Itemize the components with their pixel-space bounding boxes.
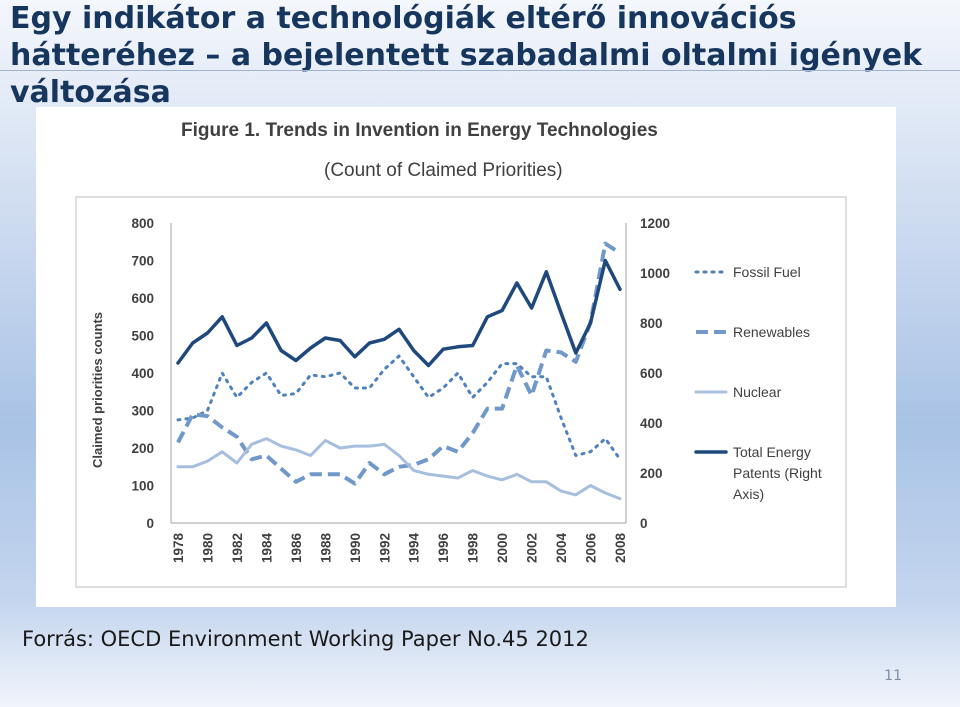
y-right-tick-label: 400 <box>640 416 663 431</box>
series-line-total-energy-patents <box>176 258 622 368</box>
x-tick-label: 1994 <box>407 533 422 564</box>
y-left-tick-label: 800 <box>131 216 154 231</box>
y-left-tick-label: 400 <box>131 366 154 381</box>
y-left-tick-label: 100 <box>131 479 154 494</box>
y-right-tick-label: 1200 <box>640 216 670 231</box>
y-left-tick-label: 300 <box>131 404 154 419</box>
x-tick-label: 2000 <box>495 533 510 563</box>
y-right-tick-label: 1000 <box>640 266 670 281</box>
x-tick-label: 2008 <box>613 533 628 564</box>
series-line-fossil-fuel <box>176 354 622 461</box>
figure-panel: Figure 1. Trends in Invention in Energy … <box>36 107 896 607</box>
page-number: 11 <box>884 668 902 684</box>
slide-title: Egy indikátor a technológiák eltérő inno… <box>10 1 923 110</box>
x-tick-label: 1992 <box>377 533 392 563</box>
x-tick-label: 2002 <box>525 533 540 563</box>
y-left-tick-label: 700 <box>131 254 154 269</box>
series-line-nuclear <box>176 437 622 501</box>
legend-label: Patents (Right <box>733 465 822 481</box>
tick-labels-group: 0 100 200 300 400 500 600 700 800 0 200 400 600 800 10… <box>131 216 670 563</box>
legend: Fossil Fuel Renewables Nuclear Total Energy… <box>694 264 822 502</box>
y-axis-label: Claimed priorities counts <box>90 312 105 468</box>
y-left-tick-label: 500 <box>131 329 154 344</box>
title-divider <box>0 70 960 71</box>
x-tick-label: 2006 <box>584 533 599 564</box>
x-tick-label: 1978 <box>171 533 186 564</box>
x-tick-label: 1986 <box>289 533 304 564</box>
source-note: Forrás: OECD Environment Working Paper N… <box>22 627 589 651</box>
x-tick-label: 1982 <box>230 533 245 563</box>
x-tick-label: 1998 <box>466 533 481 564</box>
y-right-tick-label: 800 <box>640 316 663 331</box>
x-tick-label: 1996 <box>436 533 451 564</box>
y-right-tick-label: 200 <box>640 466 663 481</box>
legend-label: Nuclear <box>733 384 782 400</box>
y-left-tick-label: 0 <box>146 516 154 531</box>
series-group <box>176 241 622 501</box>
x-tick-label: 1980 <box>201 533 216 563</box>
plot-frame <box>75 196 847 588</box>
y-left-tick-label: 200 <box>131 441 154 456</box>
x-tick-label: 2004 <box>554 533 569 564</box>
line-chart: Figure 1. Trends in Invention in Energy … <box>75 120 847 588</box>
x-tick-label: 1990 <box>348 533 363 563</box>
y-right-tick-label: 0 <box>640 516 648 531</box>
legend-label: Fossil Fuel <box>733 264 801 280</box>
chart-title: Figure 1. Trends in Invention in Energy … <box>181 120 658 141</box>
y-left-tick-label: 600 <box>131 291 154 306</box>
legend-label: Axis) <box>733 486 764 502</box>
y-right-tick-label: 600 <box>640 366 663 381</box>
series-line-renewables <box>176 241 622 486</box>
chart-subtitle: (Count of Claimed Priorities) <box>324 160 563 181</box>
legend-label: Total Energy <box>733 444 811 460</box>
x-tick-label: 1984 <box>259 533 274 564</box>
legend-label: Renewables <box>733 324 810 340</box>
x-tick-label: 1988 <box>318 533 333 564</box>
